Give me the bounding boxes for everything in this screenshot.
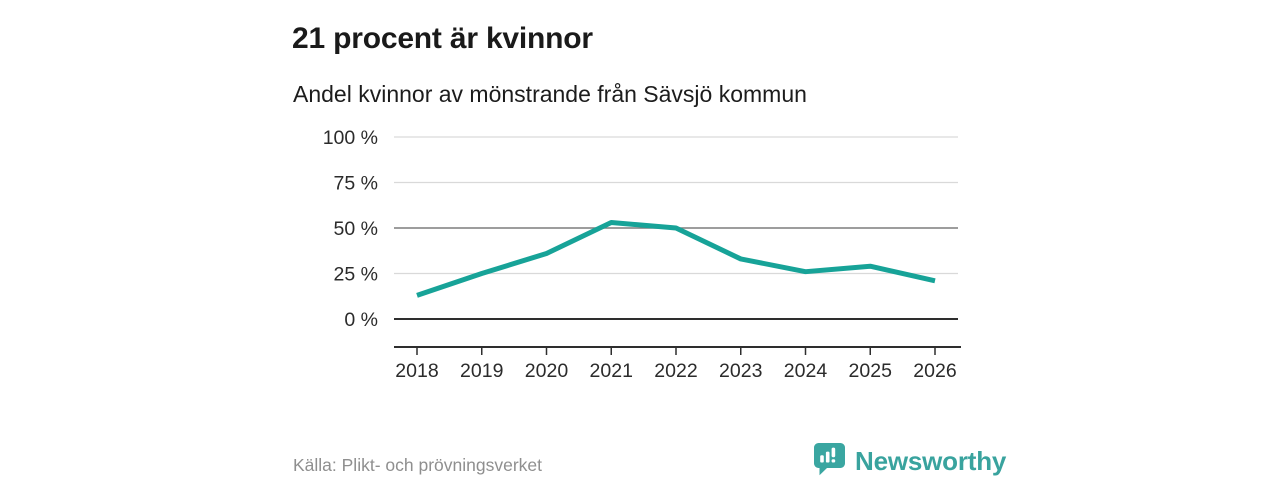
y-axis-tick-label: 50 %: [334, 218, 378, 240]
x-axis-tick-label: 2022: [654, 360, 697, 382]
x-axis-tick-label: 2020: [525, 360, 569, 382]
line-chart-svg: 0 % 25 % 50 % 75 % 100 % 2018 2019 2020 2021 2022…: [323, 127, 961, 382]
chart-subtitle: Andel kvinnor av mönstrande från Sävsjö …: [293, 81, 807, 107]
page-title: 21 procent är kvinnor: [292, 22, 593, 56]
x-axis-tick-label: 2021: [590, 360, 633, 382]
x-axis-tick-label: 2019: [460, 360, 503, 382]
y-axis-tick-label: 25 %: [334, 264, 378, 286]
source-caption: Källa: Plikt- och prövningsverket: [293, 455, 542, 475]
x-axis-tick-label: 2018: [395, 360, 438, 382]
data-line-andel-kvinnor: [416, 220, 936, 298]
x-axis-tick-label: 2023: [719, 360, 762, 382]
brand-logo: Newsworthy: [813, 442, 1007, 480]
line-chart: 0 % 25 % 50 % 75 % 100 % 2018 2019 2020 2021 2022…: [293, 125, 963, 390]
x-axis-tick-label: 2025: [849, 360, 893, 382]
y-axis-tick-label: 0 %: [344, 309, 378, 331]
y-axis-tick-label: 100 %: [323, 127, 378, 149]
y-axis-tick-label: 75 %: [334, 173, 378, 195]
brand-name: Newsworthy: [855, 446, 1007, 476]
x-axis-tick-label: 2024: [784, 360, 828, 382]
x-axis-tick-label: 2026: [913, 360, 956, 382]
speech-bubble-bar-chart-icon: [813, 442, 846, 480]
